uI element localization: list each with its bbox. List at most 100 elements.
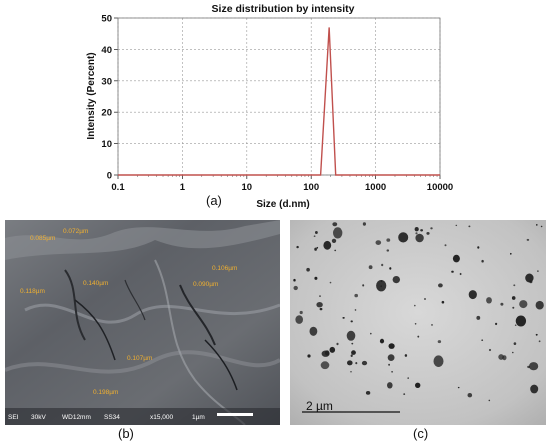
- tem-particle: [540, 225, 543, 228]
- tem-particle: [477, 246, 480, 249]
- tem-particle: [391, 371, 393, 373]
- tem-particle: [299, 310, 303, 315]
- tem-particle: [361, 360, 368, 366]
- tem-particle: [515, 315, 527, 327]
- tem-particle: [329, 346, 336, 353]
- tem-particle: [347, 360, 353, 366]
- tem-particle: [325, 350, 330, 356]
- tem-particle: [354, 293, 358, 298]
- x-tick-label: 100: [303, 182, 319, 193]
- tem-particle: [387, 354, 395, 361]
- y-tick-label: 10: [101, 139, 112, 150]
- tem-particle: [362, 222, 366, 226]
- x-axis-ticks: 0.1 1 10 100 1000 10000: [111, 175, 453, 193]
- tem-particle: [512, 351, 514, 354]
- tem-particle: [498, 354, 504, 360]
- tem-particle: [431, 324, 433, 326]
- y-axis-label: Intensity (Percent): [86, 52, 97, 139]
- tem-particle: [354, 309, 357, 311]
- tem-particle: [368, 265, 373, 270]
- tem-particle: [295, 315, 303, 324]
- tem-particle: [293, 278, 296, 282]
- y-tick-label: 30: [101, 76, 112, 87]
- tem-particle: [536, 224, 538, 226]
- tem-particle: [430, 227, 433, 230]
- tem-particle: [424, 298, 426, 300]
- tem-particle: [365, 391, 371, 395]
- sem-particle-label: 0.090µm: [193, 281, 218, 288]
- tem-particle: [316, 302, 323, 308]
- sem-info-magnification: x15,000: [150, 414, 174, 421]
- tem-particle: [538, 340, 541, 343]
- chart-series: [118, 27, 440, 176]
- tem-particle: [513, 284, 516, 287]
- sem-particle-label: 0.140µm: [83, 280, 108, 287]
- x-tick-label: 10000: [427, 182, 453, 193]
- tem-particle: [415, 232, 418, 235]
- tem-particle: [351, 350, 356, 355]
- tem-particle: [476, 315, 481, 320]
- tem-particle: [293, 285, 298, 291]
- tem-particle: [535, 300, 544, 310]
- size-distribution-chart: Size distribution by intensity 0 10 20 30 40…: [86, 3, 453, 210]
- tem-particle: [407, 377, 409, 379]
- y-axis-ticks: 0 10 20 30 40 50: [101, 14, 118, 182]
- tem-particle: [392, 276, 400, 284]
- tem-particle: [309, 326, 318, 336]
- tem-particle: [415, 382, 421, 388]
- chart-title: Size distribution by intensity: [212, 3, 355, 15]
- tem-micrograph: 2 µm: [290, 220, 546, 425]
- tem-particle: [468, 225, 471, 228]
- tem-particle: [386, 238, 391, 242]
- sem-particle-label: 0.072µm: [63, 228, 88, 235]
- tem-particle: [500, 302, 504, 306]
- tem-particle: [350, 354, 353, 357]
- tem-particle: [537, 270, 539, 272]
- y-tick-label: 20: [101, 108, 112, 119]
- y-tick-label: 50: [101, 14, 112, 25]
- tem-particle: [351, 342, 354, 345]
- tem-particle: [415, 233, 424, 243]
- tem-particle: [389, 267, 392, 270]
- chart-grid: [117, 17, 441, 176]
- tem-particle: [457, 386, 460, 389]
- sem-particle-label: 0.198µm: [93, 389, 118, 396]
- tem-particle: [329, 281, 332, 284]
- tem-particle: [375, 240, 382, 245]
- tem-particle: [530, 384, 539, 394]
- tem-particle: [452, 254, 460, 263]
- tem-particle: [403, 393, 406, 395]
- sem-info-scale: 1µm: [192, 414, 205, 421]
- tem-particle: [404, 354, 408, 357]
- tem-particle: [355, 362, 358, 365]
- tem-particle: [314, 247, 317, 251]
- tem-particle: [350, 371, 352, 373]
- tem-scale-label: 2 µm: [306, 399, 333, 413]
- tem-particle: [323, 240, 332, 250]
- tem-particle: [433, 355, 444, 367]
- sem-micrograph: 0.085µm 0.072µm 0.118µm 0.140µm 0.106µm …: [5, 220, 280, 425]
- sem-particle-label: 0.106µm: [212, 265, 237, 272]
- tem-particle: [535, 333, 538, 336]
- tem-particle: [414, 227, 419, 232]
- tem-particle: [398, 232, 409, 243]
- tem-particle: [513, 342, 517, 345]
- tem-particle: [319, 295, 321, 297]
- tem-particle: [314, 276, 318, 280]
- tem-particle: [307, 354, 311, 358]
- tem-particle: [495, 322, 498, 326]
- tem-particle: [336, 342, 339, 346]
- tem-particle: [350, 320, 353, 323]
- tem-particle: [481, 339, 484, 341]
- x-tick-label: 1000: [365, 182, 386, 193]
- tem-particle: [316, 246, 319, 249]
- tem-particle: [342, 317, 345, 319]
- tem-image: 2 µm: [290, 220, 546, 425]
- x-tick-label: 1: [180, 182, 186, 193]
- tem-particle: [529, 362, 539, 371]
- x-axis-label: Size (d.nm): [256, 199, 309, 210]
- tem-particle: [379, 338, 385, 344]
- tem-particle: [451, 270, 454, 273]
- tem-particle: [387, 382, 393, 389]
- tem-particle: [376, 280, 387, 292]
